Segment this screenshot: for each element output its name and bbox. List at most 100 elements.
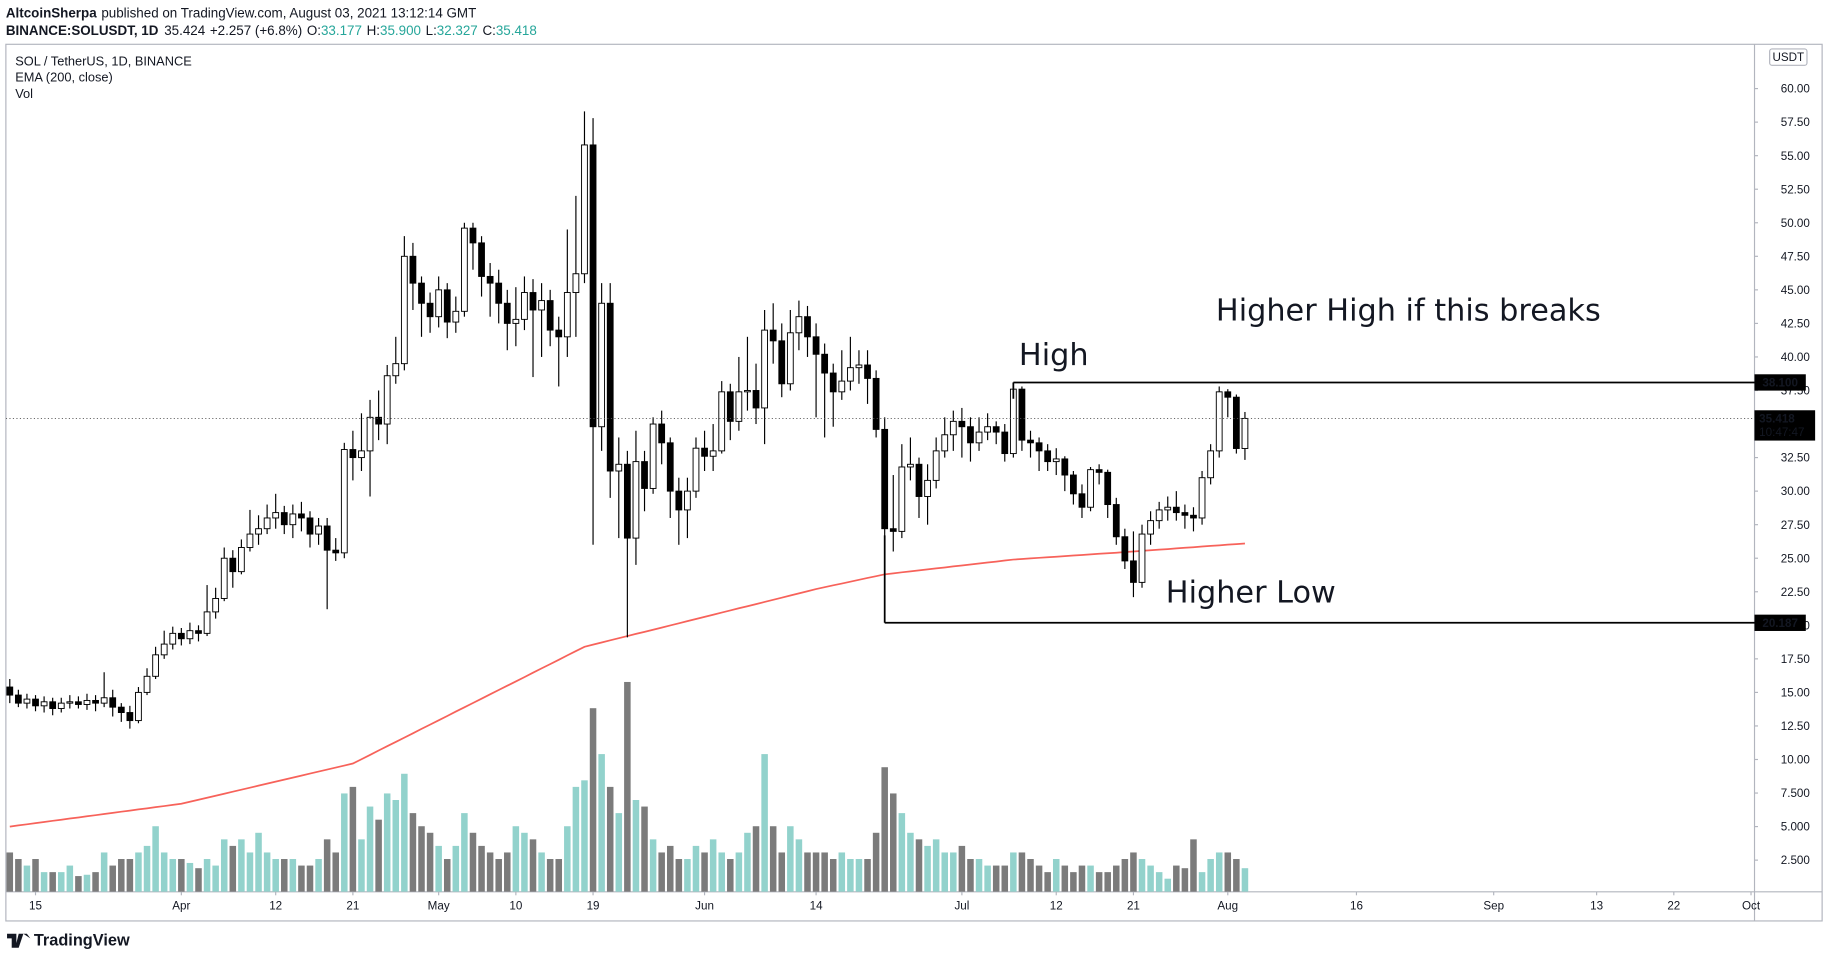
volume-bar [632,800,640,892]
y-tick-label: 32.50 [1781,452,1811,465]
candle-body [684,490,691,511]
volume-bar [23,865,31,892]
volume-bar [495,859,502,892]
volume-bar [761,754,768,892]
candle-body [435,289,443,318]
candle-body [1164,506,1172,511]
candle-body [375,416,383,425]
ohlc-value: 35.418 [496,23,537,38]
volume-bar [298,865,305,892]
volume-bar [1087,865,1094,892]
volume-bar [100,852,108,892]
volume-bar [1078,865,1086,892]
volume-bar [984,865,991,892]
ohlc-key: L: [426,23,437,38]
ohlc-key: C: [482,23,495,38]
candle-body [581,144,588,275]
candle-body [915,463,923,497]
candle-body [701,447,708,457]
volume-bar [769,826,777,892]
candle-body [1241,417,1249,449]
volume-bar [709,839,717,892]
volume-bar [812,852,820,892]
candle-body [1052,458,1060,463]
x-tick-label: 16 [1350,899,1363,912]
candle-body [1207,450,1215,479]
candle-body [1130,560,1137,583]
candle-body [546,300,554,331]
volume-bar [229,845,237,892]
volume-bar [1233,859,1240,892]
candle-body [495,282,503,304]
candle-body [898,466,906,532]
ohlc-key: H: [367,23,380,38]
y-tick-label: 55.00 [1781,150,1811,163]
candle-body [323,525,331,551]
candle-body [503,302,511,324]
candle-body [57,702,65,709]
volume-bar [735,852,743,892]
volume-bar [332,852,339,892]
candle-body [1009,388,1017,455]
candle-body [349,449,357,459]
candle-body [975,431,983,444]
volume-bar [1121,859,1129,892]
x-tick-label: Jul [954,899,969,912]
candle-body [838,380,846,393]
candle-body [795,316,803,334]
volume-bar [950,852,957,892]
volume-bar [1104,872,1111,892]
volume-bar [855,859,863,892]
volume-bar [186,862,194,892]
volume-bar [281,859,288,892]
volume-bar [15,859,22,892]
volume-bar [118,859,125,892]
candle-body [298,513,305,519]
currency-box[interactable] [1769,48,1808,66]
volume-bar [1173,865,1180,892]
candle-body [992,426,1000,433]
y-tick-label: 12.50 [1781,720,1811,733]
legend-volume: Vol [15,86,33,101]
candle-body [563,292,571,338]
volume-bar [692,845,700,892]
volume-bar [564,826,571,892]
candle-body [32,698,39,707]
volume-bar [992,865,1000,892]
candle-body [949,420,957,436]
volume-bar [486,852,494,892]
volume-bar [1010,852,1017,892]
volume-bar [392,800,400,892]
volume-bar [744,832,751,892]
chart-frame [5,43,1823,922]
volume-bar [83,874,91,892]
x-tick-label: 12 [269,899,282,912]
candle-body [1104,471,1112,506]
candle-body [786,332,794,385]
candle-body [778,340,786,385]
legend-ema: EMA (200, close) [15,70,113,85]
volume-bar [1001,865,1009,892]
volume-bar [469,832,477,892]
volume-bar [1044,872,1051,892]
candle-body [615,463,623,472]
volume-bar [975,859,983,892]
volume-bar [555,859,563,892]
x-tick-label: May [428,899,450,912]
volume-bar [452,845,460,892]
candle-body [100,697,108,704]
volume-bar [787,826,794,892]
candle-body [92,699,99,704]
y-tick-label: 57.50 [1781,116,1811,129]
plot [5,111,1755,892]
volume-bar [1155,872,1163,892]
candle-body [289,513,297,526]
candle-body [117,706,125,714]
annotation: High [1019,338,1089,373]
brand-logo[interactable]: TradingView [7,931,130,949]
candle-body [623,463,631,539]
candle-body [280,512,288,526]
y-tick-label: 50.00 [1781,217,1811,230]
volume-bar [907,832,914,892]
